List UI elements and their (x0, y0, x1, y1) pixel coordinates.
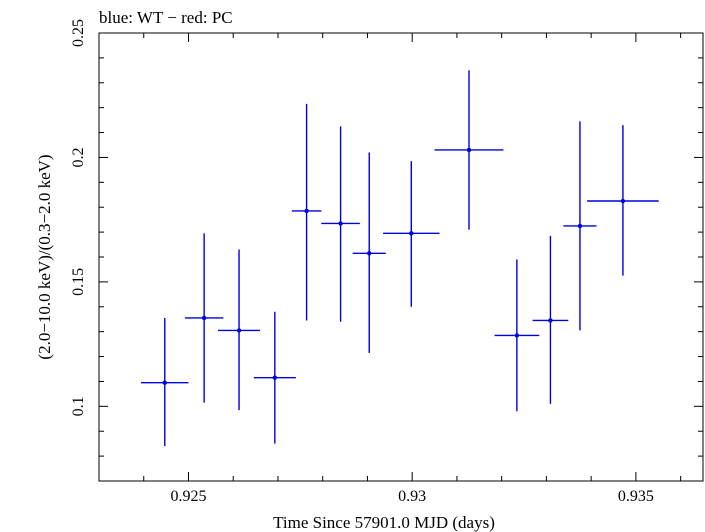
data-point (587, 125, 659, 276)
x-axis-label: Time Since 57901.0 MJD (days) (273, 513, 495, 532)
data-point (141, 317, 189, 447)
plot-frame (98, 32, 704, 482)
y-tick-label: 0.2 (70, 147, 87, 167)
axis-ticks: 0.925 0.93 0.935 0.1 0.15 0.2 0.25 (70, 19, 703, 505)
x-tick-label: 0.935 (618, 488, 654, 505)
data-point (563, 121, 597, 331)
data-point-marker (304, 208, 309, 214)
data-point-marker (514, 333, 520, 338)
x-tick-label: 0.93 (398, 488, 426, 505)
x-tick-label: 0.925 (170, 488, 206, 505)
data-point-marker (620, 198, 626, 204)
data-point (532, 235, 569, 404)
data-point (218, 249, 261, 411)
data-point-marker (338, 221, 343, 226)
data-point-marker (272, 375, 278, 380)
data-point-marker (201, 315, 207, 321)
data-point (184, 233, 224, 403)
y-axis-label: (2.0−10.0 keV)/(0.3−2.0 keV) (35, 154, 54, 359)
data-point (352, 152, 386, 353)
data-point-marker (409, 231, 414, 236)
data-point (321, 126, 360, 322)
data-point-marker (548, 318, 553, 323)
data-point (253, 311, 296, 444)
data-point (494, 259, 540, 412)
data-points (141, 70, 659, 447)
data-point-marker (367, 251, 372, 256)
data-point-marker (162, 380, 167, 385)
data-point-marker (466, 147, 472, 153)
data-point-marker (236, 328, 242, 333)
data-point (291, 103, 322, 321)
data-point (383, 161, 440, 307)
y-tick-label: 0.1 (70, 396, 87, 416)
y-tick-label: 0.15 (70, 268, 87, 296)
y-tick-label: 0.25 (70, 19, 87, 47)
chart-title: blue: WT − red: PC (99, 8, 233, 27)
data-point (434, 70, 504, 230)
data-point-marker (577, 223, 583, 229)
